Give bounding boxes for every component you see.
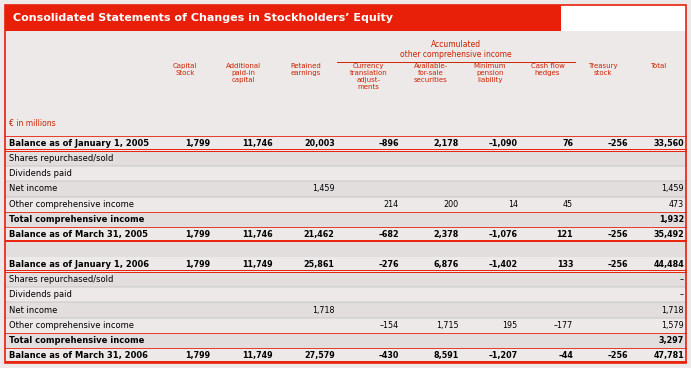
- Text: 1,715: 1,715: [436, 321, 458, 330]
- Text: Net income: Net income: [9, 184, 57, 194]
- Text: Dividends paid: Dividends paid: [9, 290, 72, 300]
- Text: –896: –896: [379, 139, 399, 148]
- Text: 44,484: 44,484: [653, 260, 684, 269]
- Text: € in millions: € in millions: [9, 119, 55, 128]
- Bar: [5, 212, 686, 227]
- Text: –154: –154: [380, 321, 399, 330]
- Bar: [5, 151, 686, 166]
- Text: 76: 76: [562, 139, 574, 148]
- Text: Consolidated Statements of Changes in Stockholders’ Equity: Consolidated Statements of Changes in St…: [13, 13, 393, 23]
- Text: 195: 195: [502, 321, 518, 330]
- Text: Shares repurchased/sold: Shares repurchased/sold: [9, 154, 113, 163]
- Text: –177: –177: [554, 321, 574, 330]
- Text: 8,591: 8,591: [433, 351, 458, 360]
- Text: 11,749: 11,749: [242, 260, 272, 269]
- Text: Capital
Stock: Capital Stock: [173, 63, 197, 76]
- Text: –430: –430: [379, 351, 399, 360]
- Text: 20,003: 20,003: [304, 139, 334, 148]
- Text: Shares repurchased/sold: Shares repurchased/sold: [9, 275, 113, 284]
- Text: 6,876: 6,876: [433, 260, 458, 269]
- Text: –256: –256: [608, 260, 629, 269]
- Text: 35,492: 35,492: [653, 230, 684, 239]
- Text: 27,579: 27,579: [304, 351, 334, 360]
- Text: 1,799: 1,799: [185, 139, 210, 148]
- Text: Cash flow
hedges: Cash flow hedges: [531, 63, 565, 76]
- Text: Accumulated
other comprehensive income: Accumulated other comprehensive income: [400, 40, 512, 59]
- Text: 33,560: 33,560: [654, 139, 684, 148]
- Text: 47,781: 47,781: [653, 351, 684, 360]
- Text: 2,178: 2,178: [433, 139, 458, 148]
- Bar: [5, 5, 686, 31]
- Text: Balance as of March 31, 2005: Balance as of March 31, 2005: [9, 230, 148, 239]
- Text: –: –: [680, 275, 684, 284]
- Text: Total: Total: [650, 63, 666, 69]
- Text: Additional
paid-in
capital: Additional paid-in capital: [226, 63, 261, 83]
- Text: 1,459: 1,459: [312, 184, 334, 194]
- Text: 11,746: 11,746: [242, 230, 272, 239]
- Text: –276: –276: [379, 260, 399, 269]
- Text: Balance as of January 1, 2005: Balance as of January 1, 2005: [9, 139, 149, 148]
- Text: 45: 45: [563, 199, 574, 209]
- Text: –256: –256: [608, 351, 629, 360]
- Text: 1,459: 1,459: [661, 184, 684, 194]
- Text: 1,799: 1,799: [185, 230, 210, 239]
- Text: 21,462: 21,462: [304, 230, 334, 239]
- Text: 25,861: 25,861: [304, 260, 334, 269]
- Text: 1,932: 1,932: [659, 215, 684, 224]
- Bar: [5, 242, 686, 257]
- Text: 14: 14: [508, 199, 518, 209]
- Text: 11,749: 11,749: [242, 351, 272, 360]
- Bar: [5, 181, 686, 197]
- Text: –256: –256: [608, 230, 629, 239]
- Text: Retained
earnings: Retained earnings: [290, 63, 321, 76]
- Text: –1,090: –1,090: [489, 139, 518, 148]
- Text: –1,207: –1,207: [489, 351, 518, 360]
- Text: 133: 133: [557, 260, 574, 269]
- Text: 200: 200: [443, 199, 458, 209]
- Text: 1,799: 1,799: [185, 260, 210, 269]
- Text: Other comprehensive income: Other comprehensive income: [9, 321, 134, 330]
- Text: 214: 214: [384, 199, 399, 209]
- Text: 1,579: 1,579: [661, 321, 684, 330]
- Text: Balance as of January 1, 2006: Balance as of January 1, 2006: [9, 260, 149, 269]
- Text: –1,402: –1,402: [489, 260, 518, 269]
- Text: –44: –44: [558, 351, 574, 360]
- Text: 473: 473: [669, 199, 684, 209]
- Bar: [5, 272, 686, 287]
- Text: Other comprehensive income: Other comprehensive income: [9, 199, 134, 209]
- Text: –1,076: –1,076: [489, 230, 518, 239]
- Text: Total comprehensive income: Total comprehensive income: [9, 336, 144, 345]
- Text: –: –: [680, 290, 684, 300]
- Text: Treasury
stock: Treasury stock: [588, 63, 618, 76]
- Bar: [5, 333, 686, 348]
- Text: Net income: Net income: [9, 305, 57, 315]
- Text: 1,799: 1,799: [185, 351, 210, 360]
- Text: Currency
translation
adjust-
ments: Currency translation adjust- ments: [350, 63, 388, 90]
- Text: –256: –256: [608, 139, 629, 148]
- Text: Total comprehensive income: Total comprehensive income: [9, 215, 144, 224]
- Text: –682: –682: [378, 230, 399, 239]
- Text: 1,718: 1,718: [661, 305, 684, 315]
- Text: Available-
for-sale
securities: Available- for-sale securities: [413, 63, 448, 83]
- Text: 1,718: 1,718: [312, 305, 334, 315]
- Text: 3,297: 3,297: [659, 336, 684, 345]
- Bar: [561, 5, 686, 31]
- Text: 11,746: 11,746: [242, 139, 272, 148]
- Text: 121: 121: [556, 230, 574, 239]
- Text: Balance as of March 31, 2006: Balance as of March 31, 2006: [9, 351, 148, 360]
- Text: 2,378: 2,378: [433, 230, 458, 239]
- Text: Dividends paid: Dividends paid: [9, 169, 72, 178]
- Text: Minimum
pension
liability: Minimum pension liability: [474, 63, 507, 83]
- Bar: [5, 302, 686, 318]
